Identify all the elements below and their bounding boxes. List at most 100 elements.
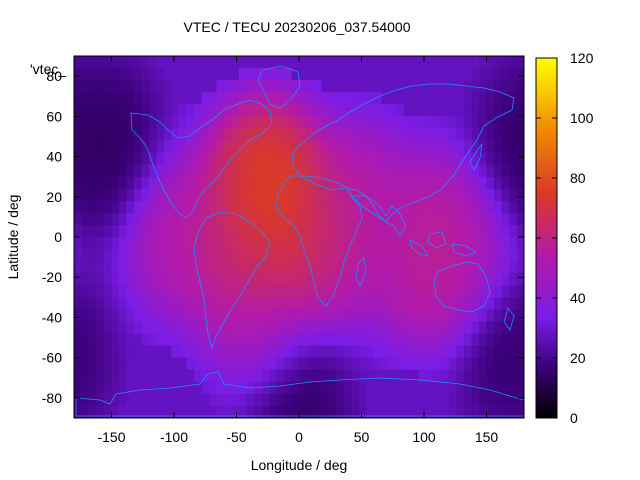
heat-cell	[374, 309, 382, 322]
heat-cell	[509, 357, 517, 371]
heat-cell	[389, 333, 397, 347]
colorbar-tick-label: 120	[570, 50, 594, 66]
heat-cell	[329, 261, 337, 274]
heat-cell	[81, 224, 90, 238]
heat-cell	[449, 92, 457, 105]
heat-cell	[344, 92, 352, 105]
heat-cell	[366, 212, 375, 226]
heat-cell	[336, 321, 345, 335]
heat-cell	[381, 309, 390, 322]
heat-cell	[501, 333, 510, 347]
heat-cell	[404, 321, 412, 335]
heat-cell	[314, 164, 322, 178]
heat-cell	[81, 152, 90, 166]
heat-cell	[134, 357, 142, 371]
heat-cell	[179, 333, 187, 347]
heat-cell	[209, 345, 217, 359]
heat-cell	[389, 92, 397, 105]
heat-cell	[224, 381, 232, 395]
heat-cell	[456, 152, 465, 166]
heat-cell	[209, 188, 217, 202]
heat-cell	[141, 393, 150, 407]
heat-cell	[216, 381, 225, 395]
heat-cell	[486, 128, 495, 141]
heat-cell	[306, 188, 315, 202]
heat-cell	[134, 393, 142, 407]
heat-cell	[246, 237, 255, 250]
heat-cell	[441, 92, 450, 105]
heat-cell	[74, 56, 82, 69]
heat-cell	[449, 249, 457, 262]
heat-cell	[81, 381, 90, 395]
heat-cell	[336, 357, 345, 371]
heat-cell	[119, 393, 127, 407]
heat-cell	[306, 200, 315, 214]
heat-cell	[81, 345, 90, 359]
heat-cell	[104, 297, 112, 310]
heat-cell	[471, 309, 480, 322]
heat-cell	[276, 309, 285, 322]
heat-cell	[96, 345, 105, 359]
heat-cell	[209, 212, 217, 226]
heat-cell	[321, 237, 330, 250]
heat-cell	[486, 381, 495, 395]
heat-cell	[494, 237, 502, 250]
heat-cell	[164, 369, 172, 383]
heat-cell	[321, 285, 330, 298]
heat-cell	[231, 405, 240, 419]
heat-cell	[104, 176, 112, 190]
heat-cell	[329, 237, 337, 250]
heat-cell	[261, 237, 270, 250]
heat-cell	[494, 381, 502, 395]
heat-cell	[374, 393, 382, 407]
heat-cell	[299, 56, 307, 69]
heat-cell	[351, 309, 360, 322]
heat-cell	[396, 309, 405, 322]
heat-cell	[479, 152, 487, 166]
heat-cell	[366, 369, 375, 383]
x-axis-label: Longitude / deg	[251, 457, 348, 473]
heat-cell	[336, 92, 345, 105]
heat-cell	[419, 188, 427, 202]
heat-cell	[276, 200, 285, 214]
heat-cell	[231, 297, 240, 310]
heat-cell	[111, 68, 120, 81]
heat-cell	[89, 68, 97, 81]
heat-cell	[479, 164, 487, 178]
heat-cell	[449, 68, 457, 81]
heat-cell	[329, 164, 337, 178]
heat-cell	[396, 116, 405, 129]
heat-cell	[186, 261, 195, 274]
heat-cell	[486, 188, 495, 202]
coastline-north-america	[130, 99, 273, 219]
heat-cell	[449, 309, 457, 322]
heat-cell	[156, 381, 165, 395]
heat-cell	[186, 237, 195, 250]
heat-cell	[149, 321, 157, 335]
heat-cell	[239, 333, 247, 347]
heat-cell	[479, 200, 487, 214]
heat-cell	[471, 68, 480, 81]
heat-cell	[314, 297, 322, 310]
heat-cell	[261, 116, 270, 129]
heat-cell	[321, 200, 330, 214]
heat-cell	[246, 104, 255, 117]
heat-cell	[246, 357, 255, 371]
heat-cell	[434, 188, 442, 202]
heat-cell	[126, 297, 135, 310]
heat-cell	[126, 104, 135, 117]
heat-cell	[171, 80, 180, 93]
heat-cell	[321, 116, 330, 129]
heat-cell	[149, 249, 157, 262]
heat-cell	[486, 393, 495, 407]
heat-cell	[194, 321, 202, 335]
heat-cell	[74, 104, 82, 117]
heat-cell	[501, 116, 510, 129]
heat-cell	[269, 80, 277, 93]
heat-cell	[344, 116, 352, 129]
heat-cell	[261, 104, 270, 117]
heat-cell	[306, 68, 315, 81]
heat-cell	[471, 333, 480, 347]
heat-cell	[396, 68, 405, 81]
heat-cell	[344, 164, 352, 178]
